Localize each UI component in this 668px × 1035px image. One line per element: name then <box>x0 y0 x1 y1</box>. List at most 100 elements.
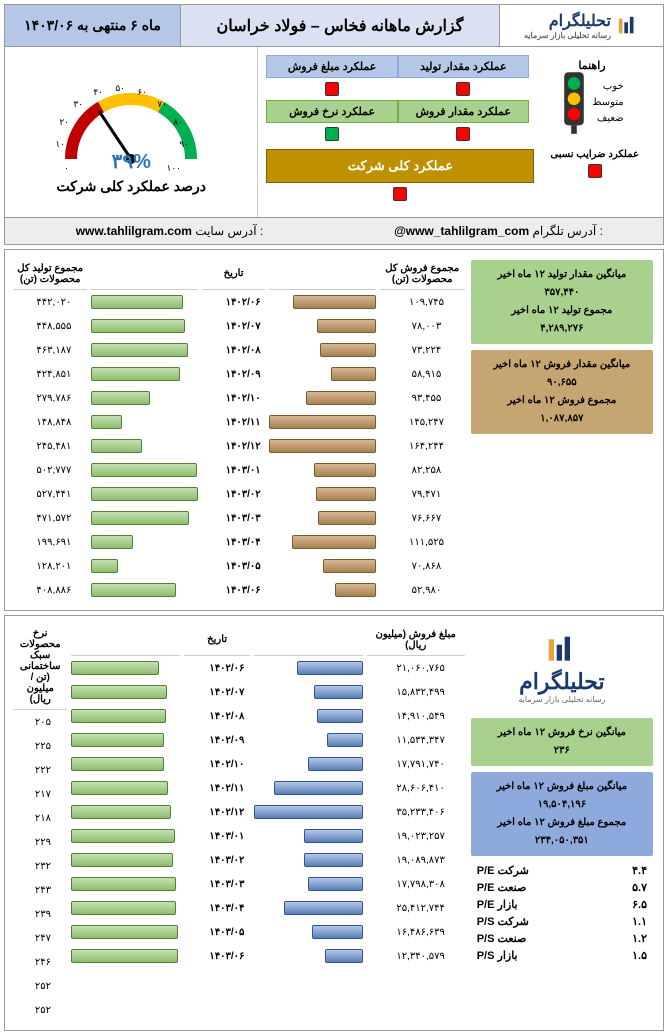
sale-amt-bar <box>254 805 363 819</box>
rate-bar <box>71 805 170 819</box>
prod-qty-value: ۲۴۵,۴۸۱ <box>20 441 87 452</box>
sale-qty-bar <box>293 295 376 309</box>
pe-val: ۱.۱ <box>632 915 647 928</box>
svg-text:۱۰: ۱۰ <box>56 139 66 149</box>
date-label: ۱۴۰۳/۰۱ <box>204 831 250 842</box>
prod-qty-bar <box>91 391 149 405</box>
sale-amt-value: ۱۶,۴۸۶,۶۳۹ <box>377 927 465 938</box>
rate-value: ۲۱۸ <box>18 813 67 824</box>
sale-amt-bar <box>284 901 362 915</box>
date-label: ۱۴۰۲/۰۸ <box>204 711 250 722</box>
sale-amt-value: ۱۲,۳۴۰,۵۷۹ <box>377 951 465 962</box>
kpi-rel: عملکرد ضرایب نسبی <box>534 149 655 160</box>
sale-amt-value: ۱۱,۵۳۴,۳۴۷ <box>377 735 465 746</box>
stats-rate: میانگین نرخ فروش ۱۲ ماه اخیر ۲۳۶ <box>471 718 653 766</box>
sale-qty-value: ۵۲,۹۸۰ <box>388 585 465 596</box>
sale-qty-value: ۵۸,۹۱۵ <box>388 369 465 380</box>
prod-qty-value: ۲۷۹,۷۸۶ <box>20 393 87 404</box>
sale-amt-bar <box>327 733 363 747</box>
brand-icon <box>617 15 639 37</box>
rate-value: ۲۴۶ <box>18 957 67 968</box>
svg-text:۸۰: ۸۰ <box>174 117 184 127</box>
pe-val: ۱.۲ <box>632 932 647 945</box>
date-label: ۱۴۰۳/۰۵ <box>204 927 250 938</box>
date-label: ۱۴۰۳/۰۴ <box>204 903 250 914</box>
sale-qty-value: ۷۸,۰۰۳ <box>388 321 465 332</box>
pe-key: P/E بازار <box>477 898 518 911</box>
top-area: راهنما خوب متوسط ضعیف <box>5 47 663 217</box>
svg-text:۴۰: ۴۰ <box>94 87 104 97</box>
sale-amt-value: ۱۹,۰۸۹,۸۷۳ <box>377 855 465 866</box>
sale-amt-bar <box>312 925 363 939</box>
date-label: ۱۴۰۲/۱۱ <box>204 783 250 794</box>
date-label: ۱۴۰۳/۰۲ <box>204 855 250 866</box>
header-row: تحلیلگرام رسانه تحلیلی بازار سرمایه گزار… <box>5 5 663 47</box>
sale-qty-bar <box>317 319 375 333</box>
date-label: ۱۴۰۲/۰۷ <box>221 321 266 332</box>
sale-qty-bar <box>331 367 376 381</box>
date-label: ۱۴۰۳/۰۵ <box>221 561 266 572</box>
date-label: ۱۴۰۲/۱۱ <box>221 417 266 428</box>
rate-value: ۲۵۲ <box>18 981 67 992</box>
guide-label: راهنما <box>578 59 605 72</box>
prod-qty-bar <box>91 511 189 525</box>
chart1-h1: مجموع فروش کل محصولات (تن) <box>380 258 465 290</box>
prod-qty-value: ۵۰۲,۷۷۷ <box>20 465 87 476</box>
date-label: ۱۴۰۳/۰۳ <box>204 879 250 890</box>
date-label: ۱۴۰۲/۰۹ <box>221 369 266 380</box>
sale-qty-value: ۱۰۹,۷۴۵ <box>388 297 465 308</box>
prod-qty-value: ۴۰۸,۸۸۶ <box>20 585 87 596</box>
sale-qty-bar <box>306 391 376 405</box>
prod-qty-value: ۴۲۴,۸۵۱ <box>20 369 87 380</box>
sale-amt-value: ۱۹,۰۲۳,۲۵۷ <box>377 831 465 842</box>
stats-sale-amount: میانگین مبلغ فروش ۱۲ ماه اخیر ۱۹,۵۰۴,۱۹۶… <box>471 772 653 856</box>
stats-sales-qty: میانگین مقدار فروش ۱۲ ماه اخیر ۹۰,۶۵۵ مج… <box>471 350 653 434</box>
sale-qty-bar <box>269 439 375 453</box>
date-label: ۱۴۰۳/۰۲ <box>221 489 266 500</box>
telegram-link[interactable]: @www_tahlilgram_com آدرس تلگرام : <box>334 218 663 244</box>
rate-bar <box>71 901 176 915</box>
pe-key: P/S بازار <box>477 949 518 962</box>
sale-qty-value: ۹۳,۴۵۵ <box>388 393 465 404</box>
prod-qty-bar <box>91 559 118 573</box>
sale-amt-value: ۲۱,۰۶۰,۷۶۵ <box>377 663 465 674</box>
date-label: ۱۴۰۳/۰۶ <box>204 951 250 962</box>
pe-val: ۶.۵ <box>632 898 647 911</box>
sale-amt-value: ۱۵,۸۳۲,۴۹۹ <box>377 687 465 698</box>
prod-qty-bar <box>91 583 176 597</box>
prod-qty-bar <box>91 295 182 309</box>
sale-qty-bar <box>314 463 376 477</box>
brand-sub: رسانه تحلیلی بازار سرمایه <box>524 31 611 40</box>
pe-table: P/E شرکت۴.۴P/E صنعت۵.۷P/E بازار۶.۵P/S شر… <box>471 862 653 964</box>
legend-good: خوب <box>592 79 623 95</box>
stats-production: میانگین مقدار تولید ۱۲ ماه اخیر ۳۵۷,۴۴۰ … <box>471 260 653 344</box>
sale-amt-bar <box>317 709 363 723</box>
sale-amt-bar <box>308 757 362 771</box>
prod-qty-value: ۱۹۹,۶۹۱ <box>20 537 87 548</box>
prod-qty-value: ۱۴۸,۸۴۸ <box>20 417 87 428</box>
dot-sale-rate <box>325 127 339 141</box>
sale-qty-bar <box>269 415 375 429</box>
sale-qty-bar <box>292 535 376 549</box>
sale-amt-value: ۱۷,۷۹۸,۳۰۸ <box>377 879 465 890</box>
rate-bar <box>71 781 168 795</box>
svg-text:۹۰: ۹۰ <box>180 139 190 149</box>
website-link[interactable]: www.tahlilgram.com آدرس سایت : <box>5 218 334 244</box>
report-container: تحلیلگرام رسانه تحلیلی بازار سرمایه گزار… <box>4 4 664 245</box>
chart-section-2: تحلیلگرام رسانه تحلیلی بازار سرمایه میان… <box>4 615 664 1031</box>
date-label: ۱۴۰۲/۰۸ <box>221 345 266 356</box>
rate-bar <box>71 949 178 963</box>
rate-value: ۲۰۵ <box>18 717 67 728</box>
sale-qty-bar <box>335 583 375 597</box>
sale-qty-bar <box>320 343 375 357</box>
chart2-h2: تاریخ <box>184 624 249 656</box>
legend-mid: متوسط <box>592 95 623 111</box>
sale-amt-value: ۳۵,۲۳۳,۴۰۶ <box>377 807 465 818</box>
sale-amt-bar <box>297 661 362 675</box>
date-label: ۱۴۰۳/۰۱ <box>221 465 266 476</box>
prod-qty-bar <box>91 343 188 357</box>
dot-overall <box>393 187 407 201</box>
sale-amt-bar <box>314 685 363 699</box>
dot-rel <box>588 164 602 178</box>
prod-qty-bar <box>91 487 197 501</box>
